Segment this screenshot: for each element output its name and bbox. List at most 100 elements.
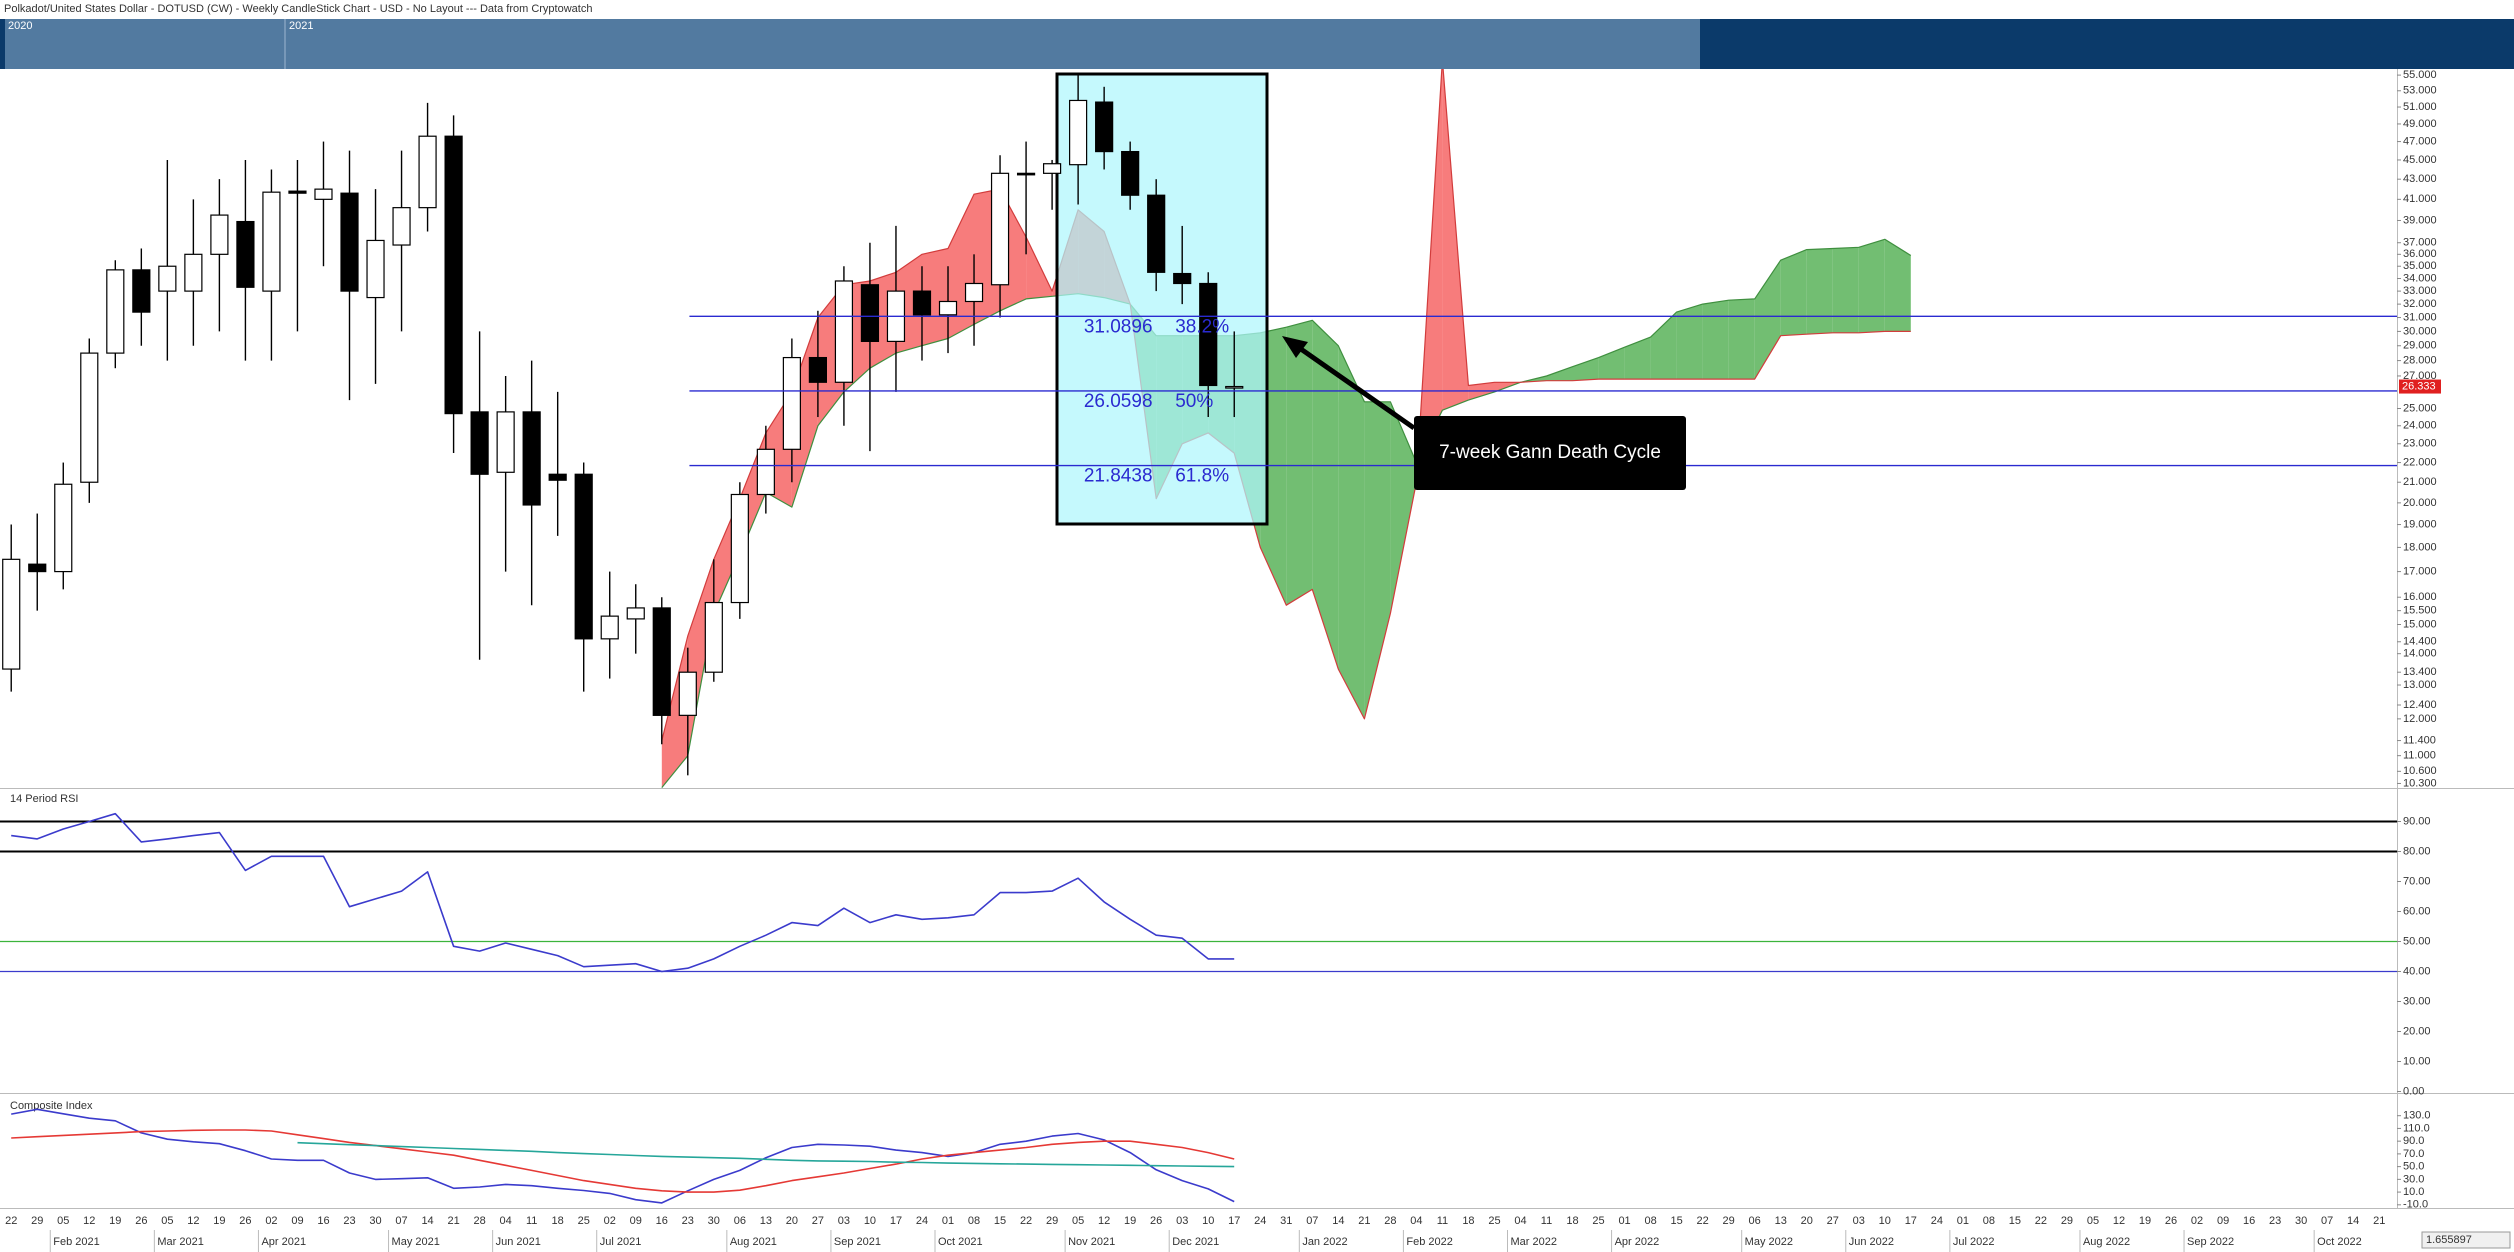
x-tick-label: 20 [786,1215,798,1227]
candle-body [184,253,203,292]
x-tick-label: 05 [1072,1215,1084,1227]
y-tick-label: 16.000 [2403,591,2437,603]
candle-body [28,563,47,573]
candle-body [158,265,177,292]
x-tick-label: 07 [2321,1215,2333,1227]
x-tick-label: 16 [2243,1215,2255,1227]
y-tick-label: 30.0 [2403,1173,2424,1185]
candle-body [938,300,958,316]
candle-body [418,135,437,209]
cloud-segment [1806,248,1833,335]
x-tick-label: 28 [1384,1215,1396,1227]
y-tick-label: 10.600 [2403,765,2437,777]
y-tick-label: 36.000 [2403,248,2437,260]
x-tick-label: 23 [682,1215,694,1227]
candle-body [288,190,307,194]
candle-body [1199,282,1218,387]
month-label: Jun 2022 [1849,1236,1894,1248]
x-tick-label: 07 [1306,1215,1318,1227]
y-tick-label: 32.000 [2403,298,2437,310]
y-tick-label: 50.0 [2403,1161,2424,1173]
y-tick-label: 15.500 [2403,605,2437,617]
scale-box[interactable] [2421,1231,2511,1249]
y-tick-label: 15.000 [2403,618,2437,630]
x-tick-label: 02 [2191,1215,2203,1227]
month-label: Aug 2021 [730,1236,777,1248]
month-label: Sep 2022 [2187,1236,2234,1248]
x-tick-label: 01 [1618,1215,1630,1227]
y-tick-label: 34.000 [2403,272,2437,284]
y-tick-label: 24.000 [2403,420,2437,432]
x-tick-label: 11 [526,1215,537,1227]
annotation-arrow [1296,344,1416,431]
candle-body [964,282,984,303]
x-tick-label: 12 [2113,1215,2125,1227]
y-tick-label: 0.00 [2403,1085,2424,1097]
cloud-segment [1390,401,1417,614]
candle-body [860,284,880,342]
y-tick-label: 31.000 [2403,311,2437,323]
x-tick-label: 23 [2269,1215,2281,1227]
y-tick-label: 12.400 [2403,699,2437,711]
x-tick-label: 15 [994,1215,1006,1227]
x-tick-label: 29 [2061,1215,2073,1227]
y-tick-label: 40.00 [2403,965,2431,977]
x-tick-label: 22 [5,1215,17,1227]
month-label: May 2021 [392,1236,440,1248]
candle-body [236,220,255,288]
x-tick-label: 25 [578,1215,590,1227]
month-label: Feb 2021 [53,1236,99,1248]
x-tick-label: 08 [968,1215,980,1227]
x-tick-label: 22 [1697,1215,1709,1227]
fib-ratio-label: 50% [1175,391,1213,412]
x-tick-label: 26 [239,1215,251,1227]
y-tick-label: 49.000 [2403,118,2437,130]
series-line [11,812,1235,973]
x-tick-label: 10 [1202,1215,1214,1227]
y-tick-label: 11.000 [2403,750,2436,762]
x-tick-label: 19 [213,1215,225,1227]
navigator-window[interactable] [5,19,1700,69]
y-tick-label: 50.00 [2403,935,2431,947]
y-tick-label: 20.000 [2403,497,2437,509]
annotation-text: 7-week Gann Death Cycle [1439,442,1661,463]
x-tick-label: 18 [1462,1215,1474,1227]
x-tick-label: 04 [500,1215,512,1227]
candle-body [522,411,541,506]
month-label: Jan 2022 [1302,1236,1347,1248]
candle-body [600,615,619,640]
month-label: Oct 2022 [2317,1236,2362,1248]
x-tick-label: 21 [1358,1215,1370,1227]
navigator-label: 2020 [8,20,32,32]
price-badge-label: 26.333 [2402,380,2436,392]
candle-body [132,269,151,313]
candle-body [1147,194,1166,273]
x-tick-label: 06 [1749,1215,1761,1227]
x-tick-label: 09 [2217,1215,2229,1227]
month-label: Sep 2021 [834,1236,881,1248]
axis-layer: 55.000 53.000 51.000 49.000 47.000 45.000 43.0… [5,69,2441,1252]
y-tick-label: 30.00 [2403,995,2431,1007]
y-tick-label: 47.000 [2403,135,2437,147]
candle-body [1121,150,1140,196]
x-tick-label: 02 [265,1215,277,1227]
y-tick-label: 41.000 [2403,193,2437,205]
candle-layer [2,75,1244,776]
y-tick-label: 35.000 [2403,260,2437,272]
cloud-segment [1442,69,1469,411]
x-tick-label: 16 [317,1215,329,1227]
annotation-arrowhead [1282,336,1308,358]
x-tick-label: 06 [734,1215,746,1227]
candle-body [834,280,854,383]
x-tick-label: 01 [1957,1215,1969,1227]
fib-price-label: 21.8438 [1084,466,1153,487]
x-tick-label: 28 [473,1215,485,1227]
fib-ratio-label: 38.2% [1175,316,1229,337]
navigator: 2020 2021 [0,19,2514,69]
cloud-segment [1676,304,1703,380]
candle-body [1095,101,1114,153]
candle-body [340,192,359,292]
x-tick-label: 27 [812,1215,824,1227]
